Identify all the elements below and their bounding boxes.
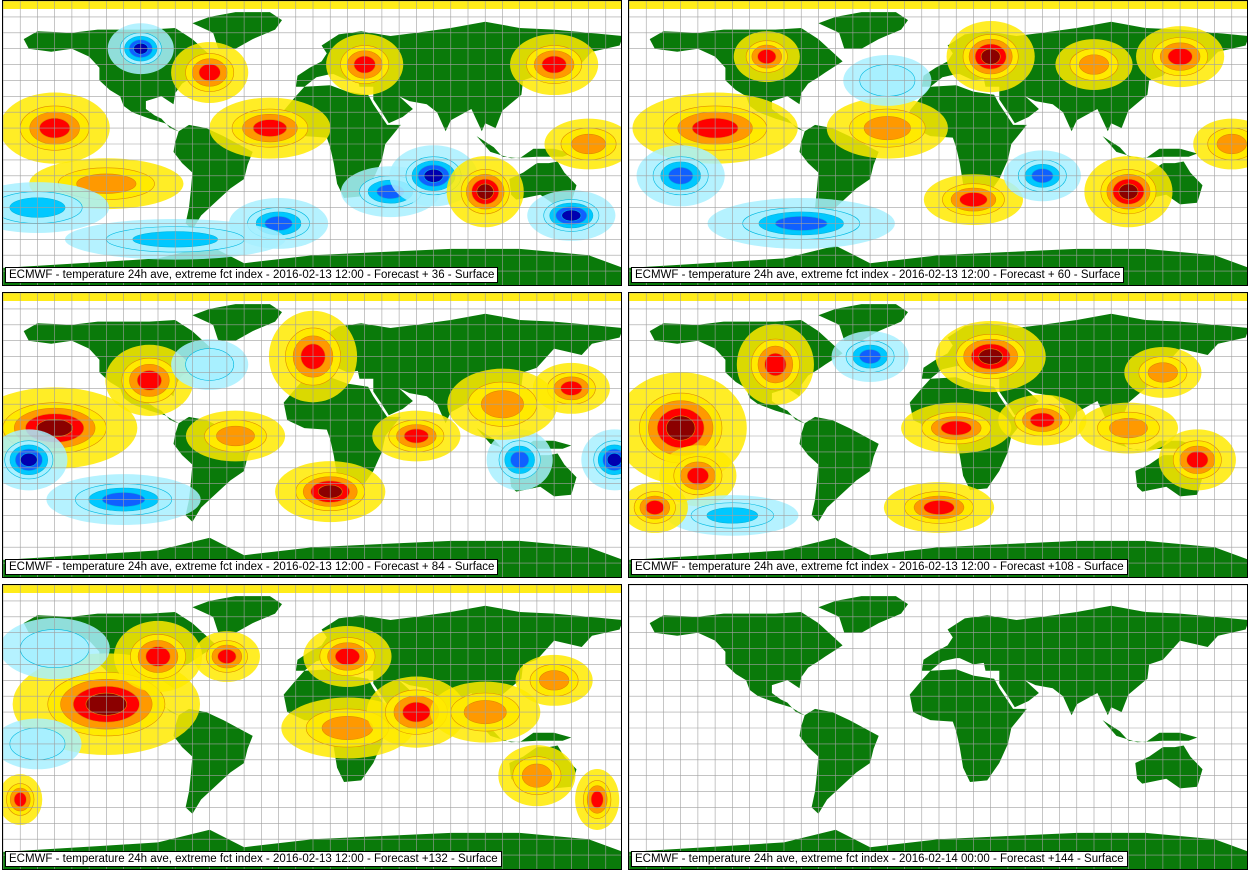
map-panel-forecast-36: ECMWF - temperature 24h ave, extreme fct… bbox=[2, 0, 622, 286]
arctic-band bbox=[629, 1, 1247, 9]
lat-lon-grid bbox=[629, 293, 1247, 577]
arctic-band bbox=[3, 293, 621, 301]
arctic-band bbox=[3, 585, 621, 593]
land-indonesia bbox=[476, 720, 572, 743]
land-eurasia bbox=[295, 605, 621, 716]
forecast-map bbox=[3, 1, 621, 285]
lat-lon-grid bbox=[3, 293, 621, 577]
forecast-map bbox=[3, 585, 621, 869]
land-indonesia bbox=[1102, 136, 1198, 159]
map-panel-forecast-132: ECMWF - temperature 24h ave, extreme fct… bbox=[2, 584, 622, 870]
map-caption: ECMWF - temperature 24h ave, extreme fct… bbox=[5, 851, 502, 867]
land-eurasia bbox=[921, 605, 1247, 716]
land-greenland bbox=[818, 304, 908, 341]
map-panel-forecast-108: ECMWF - temperature 24h ave, extreme fct… bbox=[628, 292, 1248, 578]
land-indonesia bbox=[1102, 720, 1198, 743]
land-greenland bbox=[818, 12, 908, 49]
map-caption: ECMWF - temperature 24h ave, extreme fct… bbox=[631, 559, 1128, 575]
lat-lon-grid bbox=[629, 1, 1247, 285]
land-greenland bbox=[818, 596, 908, 633]
forecast-map bbox=[629, 1, 1247, 285]
arctic-band bbox=[3, 1, 621, 9]
warm-anomaly-level-3 bbox=[590, 790, 604, 809]
land-north-america bbox=[649, 612, 843, 716]
map-caption: ECMWF - temperature 24h ave, extreme fct… bbox=[631, 267, 1125, 283]
cold-anomaly-level-4 bbox=[606, 452, 621, 467]
cold-anomaly-level-4 bbox=[20, 452, 38, 467]
lat-lon-grid bbox=[3, 585, 621, 869]
land-australia bbox=[1135, 745, 1203, 789]
forecast-map bbox=[629, 585, 1247, 869]
land-greenland bbox=[192, 596, 282, 633]
land-south-america bbox=[799, 416, 879, 522]
map-caption: ECMWF - temperature 24h ave, extreme fct… bbox=[5, 267, 499, 283]
warm-anomaly-level-3 bbox=[645, 500, 665, 515]
warm-anomaly-level-3 bbox=[764, 352, 787, 377]
map-caption: ECMWF - temperature 24h ave, extreme fct… bbox=[631, 851, 1128, 867]
map-panel-forecast-60: ECMWF - temperature 24h ave, extreme fct… bbox=[628, 0, 1248, 286]
land-south-america bbox=[173, 708, 253, 814]
arctic-band bbox=[629, 293, 1247, 301]
forecast-map bbox=[629, 293, 1247, 577]
map-panel-forecast-84: ECMWF - temperature 24h ave, extreme fct… bbox=[2, 292, 622, 578]
warm-anomaly-level-3 bbox=[136, 370, 162, 391]
land-greenland bbox=[192, 12, 282, 49]
forecast-map bbox=[3, 293, 621, 577]
land-eurasia bbox=[295, 313, 621, 424]
land-greenland bbox=[192, 304, 282, 341]
map-caption: ECMWF - temperature 24h ave, extreme fct… bbox=[5, 559, 499, 575]
lat-lon-grid bbox=[3, 1, 621, 285]
map-panel-forecast-144: ECMWF - temperature 24h ave, extreme fct… bbox=[628, 584, 1248, 870]
land-south-america bbox=[799, 708, 879, 814]
